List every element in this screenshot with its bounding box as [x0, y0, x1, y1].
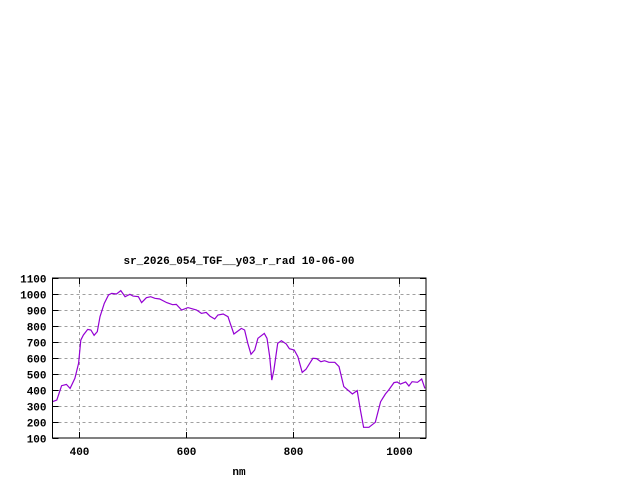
y-tick-label: 900: [27, 307, 47, 319]
y-tick-label: 400: [27, 387, 47, 399]
series-line: [52, 289, 426, 428]
y-tick-label: 1000: [20, 291, 46, 303]
ticks: 100 200 300 400 500 600 700 800 900 1000 1100 400 60…: [20, 275, 426, 459]
y-tick-label: 700: [27, 339, 47, 351]
grid: [52, 278, 426, 438]
x-tick-label: 400: [70, 447, 90, 459]
y-tick-label: 800: [27, 323, 47, 335]
plot-frame: [52, 277, 427, 439]
y-tick-label: 1100: [20, 275, 46, 287]
y-tick-label: 600: [27, 355, 47, 367]
y-tick-label: 200: [27, 419, 47, 431]
x-axis-label: nm: [232, 467, 246, 479]
y-tick-label: 300: [27, 403, 47, 415]
y-tick-label: 100: [27, 435, 47, 447]
y-tick-label: 500: [27, 371, 47, 383]
x-tick-label: 1000: [386, 447, 412, 459]
x-tick-label: 800: [284, 447, 304, 459]
x-tick-label: 600: [177, 447, 197, 459]
chart-title: sr_2026_054_TGF__y03_r_rad 10-06-00: [123, 256, 354, 268]
